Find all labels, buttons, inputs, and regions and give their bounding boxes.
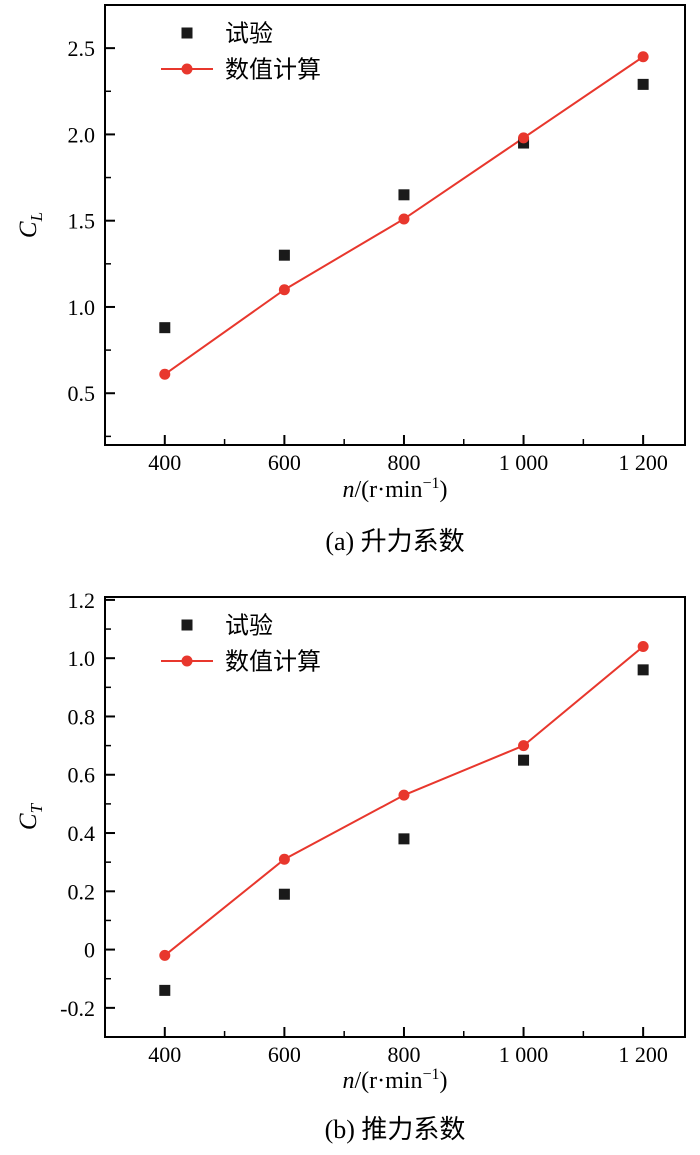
y-tick-label: 0.4 bbox=[68, 821, 96, 846]
experiment-data-point bbox=[278, 888, 290, 900]
legend-experiment-label: 试验 bbox=[225, 613, 273, 640]
x-tick-label: 1 000 bbox=[499, 1042, 549, 1067]
y-tick-label: -0.2 bbox=[60, 996, 95, 1021]
simulation-data-point bbox=[637, 51, 649, 63]
simulation-data-point bbox=[278, 853, 290, 865]
experiment-data-point bbox=[637, 664, 649, 676]
y-tick-label: 1.2 bbox=[68, 588, 96, 613]
experiment-data-point bbox=[398, 189, 410, 201]
x-tick-label: 600 bbox=[268, 1042, 301, 1067]
y-tick-label: 0.5 bbox=[68, 381, 96, 406]
x-tick-label: 800 bbox=[387, 450, 420, 475]
x-tick-label: 400 bbox=[148, 1042, 181, 1067]
legend-simulation-marker bbox=[181, 63, 193, 75]
experiment-data-point bbox=[159, 984, 171, 996]
experiment-data-point bbox=[518, 754, 530, 766]
y-tick-label: 0.2 bbox=[68, 879, 96, 904]
simulation-line bbox=[164, 645, 644, 957]
x-tick-label: 400 bbox=[148, 450, 181, 475]
simulation-data-point bbox=[398, 789, 410, 801]
x-tick-label: 600 bbox=[268, 450, 301, 475]
y-tick-label: 0 bbox=[84, 938, 95, 963]
y-axis-title: CT bbox=[15, 802, 46, 830]
thrust-coefficient-chart: 400 600 800 1 000 1 200 -0.2 0 0.2 0.4 0.6 0.8 1.0 1… bbox=[15, 588, 686, 1094]
experiment-data-point bbox=[398, 833, 410, 845]
caption-b: (b) 推力系数 bbox=[324, 1115, 466, 1144]
legend-simulation-label: 数值计算 bbox=[225, 57, 321, 84]
y-axis-title: CL bbox=[15, 212, 46, 238]
y-tick-label: 2.0 bbox=[68, 122, 96, 147]
y-tick-label: 0.6 bbox=[68, 763, 96, 788]
legend-experiment-label: 试验 bbox=[225, 21, 273, 48]
legend-experiment-marker bbox=[181, 27, 193, 39]
y-tick-label: 0.8 bbox=[68, 704, 96, 729]
y-tick-label: 2.5 bbox=[68, 36, 96, 61]
figure-thrust-coefficient: 400 600 800 1 000 1 200 -0.2 0 0.2 0.4 0.6 0.8 1.0 1… bbox=[0, 585, 700, 1155]
simulation-data-point bbox=[518, 132, 530, 144]
experiment-data-point bbox=[278, 249, 290, 261]
simulation-data-point bbox=[637, 641, 649, 653]
x-tick-label: 1 200 bbox=[618, 1042, 668, 1067]
x-tick-label: 1 000 bbox=[499, 450, 549, 475]
y-tick-label: 1.0 bbox=[68, 295, 96, 320]
legend-simulation-marker bbox=[181, 655, 193, 667]
x-axis-title: n/(r·min−1) bbox=[342, 1066, 447, 1094]
simulation-data-point bbox=[278, 284, 290, 296]
x-axis-title: n/(r·min−1) bbox=[342, 475, 447, 503]
legend-simulation-label: 数值计算 bbox=[225, 649, 321, 676]
y-tick-label: 1.5 bbox=[68, 209, 96, 234]
caption-a: (a) 升力系数 bbox=[325, 527, 465, 556]
simulation-data-point bbox=[398, 213, 410, 225]
experiment-data-point bbox=[159, 322, 171, 334]
experiment-data-point bbox=[637, 78, 649, 90]
simulation-data-point bbox=[159, 368, 171, 380]
simulation-data-point bbox=[159, 949, 171, 961]
figure-lift-coefficient: 400 600 800 1 000 1 200 0.5 1.0 1.5 2.0 2.5 n/(r·m… bbox=[15, 4, 686, 556]
lift-coefficient-chart: 400 600 800 1 000 1 200 0.5 1.0 1.5 2.0 2.5 n/(r·m… bbox=[15, 4, 686, 503]
plot-frame bbox=[104, 4, 686, 446]
y-tick-label: 1.0 bbox=[68, 646, 96, 671]
legend-experiment-marker bbox=[181, 619, 193, 631]
simulation-data-point bbox=[518, 740, 530, 752]
plot-frame bbox=[104, 596, 686, 1038]
x-tick-label: 1 200 bbox=[618, 450, 668, 475]
x-tick-label: 800 bbox=[387, 1042, 420, 1067]
